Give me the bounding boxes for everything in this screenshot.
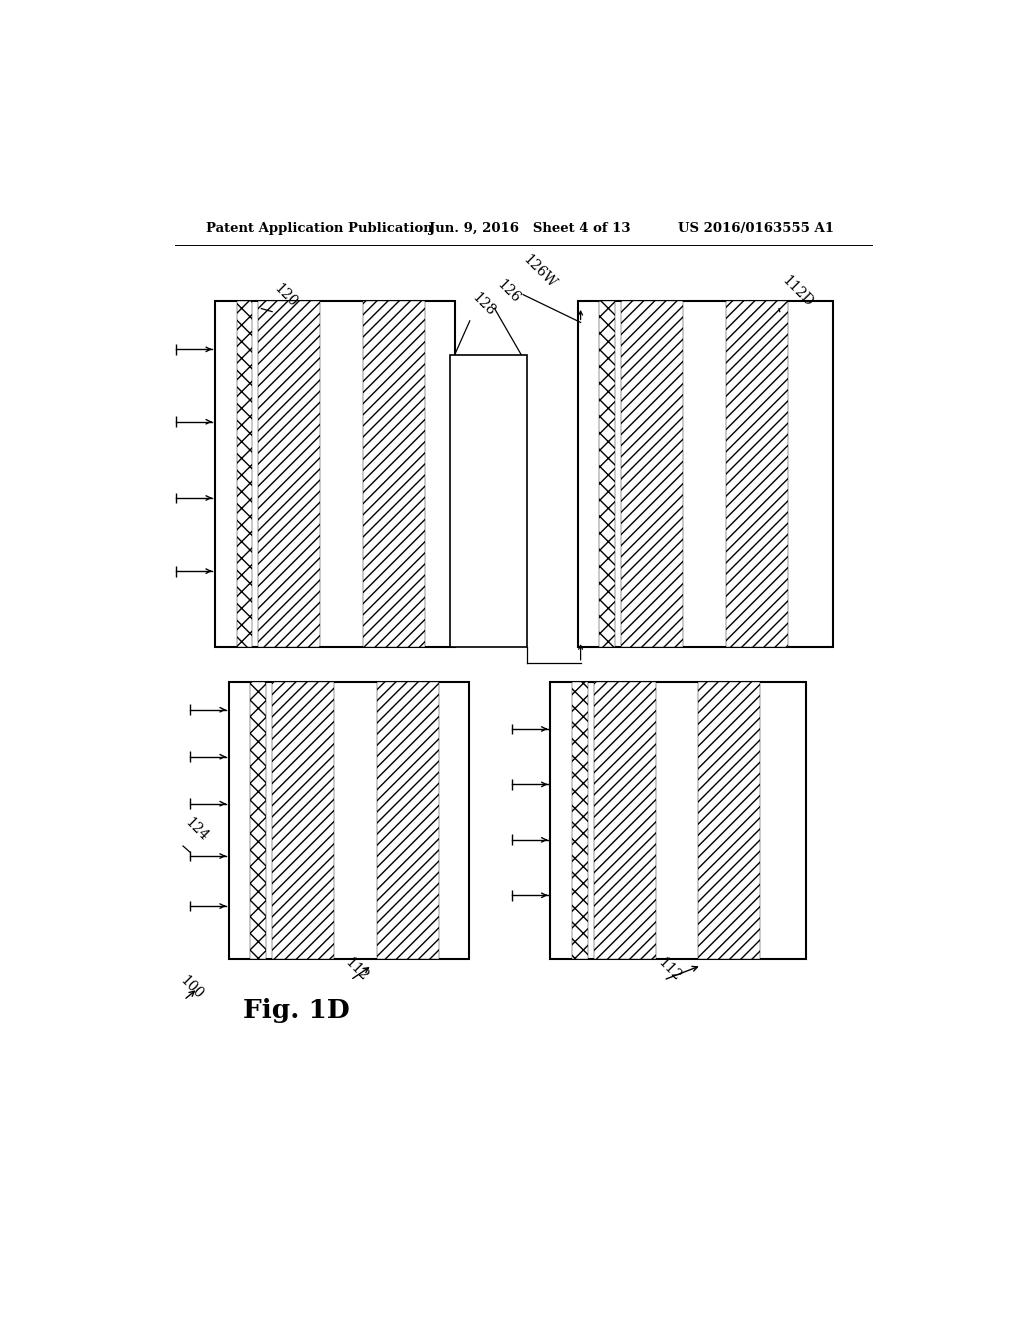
Text: Jun. 9, 2016   Sheet 4 of 13: Jun. 9, 2016 Sheet 4 of 13 xyxy=(429,222,630,235)
Text: 100: 100 xyxy=(177,973,206,1002)
Bar xyxy=(362,301,425,647)
Text: 112D: 112D xyxy=(779,273,815,309)
Bar xyxy=(578,301,834,647)
Bar xyxy=(450,355,527,647)
Text: 112: 112 xyxy=(655,956,684,983)
Bar xyxy=(272,682,334,960)
Bar xyxy=(698,682,761,960)
Bar xyxy=(726,301,787,647)
Bar xyxy=(228,682,469,960)
Text: 128: 128 xyxy=(469,290,498,318)
Bar xyxy=(550,682,806,960)
Text: 124: 124 xyxy=(182,814,211,843)
Text: 112: 112 xyxy=(342,956,371,983)
Text: Fig. 1D: Fig. 1D xyxy=(243,998,349,1023)
Bar xyxy=(572,682,588,960)
Bar xyxy=(215,301,455,647)
Bar xyxy=(621,301,683,647)
Bar xyxy=(237,301,252,647)
Text: US 2016/0163555 A1: US 2016/0163555 A1 xyxy=(678,222,835,235)
Text: Patent Application Publication: Patent Application Publication xyxy=(206,222,432,235)
Text: 120: 120 xyxy=(271,281,300,309)
Bar xyxy=(594,682,655,960)
Text: 126: 126 xyxy=(494,277,522,306)
Bar xyxy=(599,301,614,647)
Text: 126W: 126W xyxy=(520,252,559,290)
Bar xyxy=(251,682,266,960)
Bar xyxy=(258,301,321,647)
Bar xyxy=(377,682,438,960)
